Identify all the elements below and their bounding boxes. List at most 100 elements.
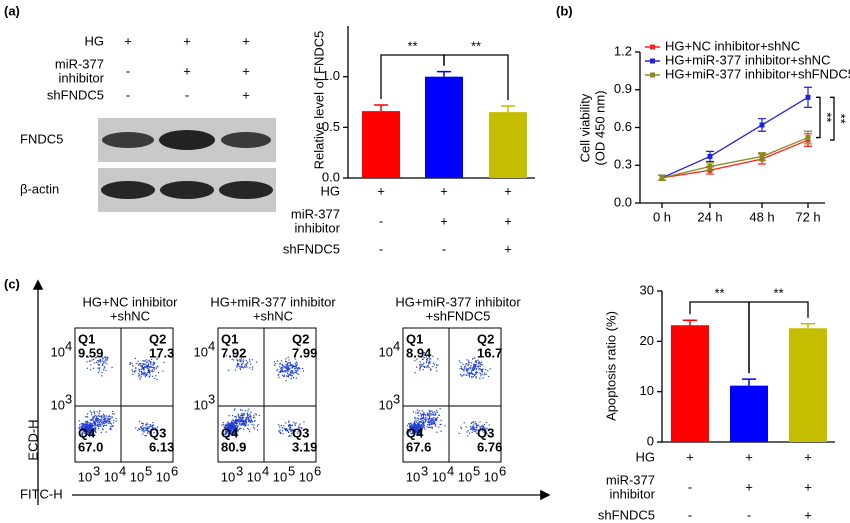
event-dot <box>249 360 251 362</box>
event-dot <box>149 423 152 426</box>
event-dot <box>285 358 287 360</box>
event-dot <box>115 420 117 422</box>
event-dot <box>433 411 436 413</box>
event-dot <box>100 424 102 426</box>
event-dot <box>290 372 292 374</box>
event-dot <box>136 362 138 365</box>
event-dot <box>102 425 104 428</box>
event-dot <box>81 427 83 430</box>
event-dot <box>472 358 474 360</box>
event-dot <box>485 428 487 430</box>
event-dot <box>474 373 476 376</box>
event-dot <box>244 410 246 412</box>
event-dot <box>231 421 233 423</box>
event-dot <box>444 425 446 427</box>
event-dot <box>89 430 91 432</box>
event-dot <box>296 364 298 366</box>
event-dot <box>420 431 423 433</box>
event-dot <box>413 427 415 429</box>
event-dot <box>103 414 105 416</box>
event-dot <box>474 431 477 433</box>
event-dot <box>416 412 419 414</box>
event-dot <box>111 425 114 428</box>
event-dot <box>84 423 87 425</box>
event-dot <box>81 433 84 435</box>
event-dot <box>140 426 142 428</box>
event-dot <box>285 361 288 363</box>
event-dot <box>286 366 288 368</box>
condition-mark: - <box>126 87 130 102</box>
event-dot <box>239 359 241 361</box>
event-dot <box>283 374 285 376</box>
event-dot <box>417 432 420 434</box>
event-dot <box>90 434 92 436</box>
event-dot <box>434 425 437 427</box>
event-dot <box>92 420 95 422</box>
event-dot <box>135 370 137 372</box>
condition-mark: + <box>183 33 191 48</box>
event-dot <box>137 372 140 375</box>
event-dot <box>143 369 145 371</box>
event-dot <box>144 360 146 362</box>
event-dot <box>479 428 481 430</box>
event-dot <box>276 370 278 372</box>
event-dot <box>145 434 147 437</box>
y-tick-exponent: 4 <box>208 338 215 353</box>
event-dot <box>423 352 425 354</box>
event-dot <box>287 376 290 378</box>
event-dot <box>291 375 293 377</box>
event-dot <box>108 418 110 420</box>
event-dot <box>146 426 148 428</box>
event-dot <box>295 364 297 367</box>
event-dot <box>94 357 96 359</box>
event-dot <box>278 424 280 426</box>
event-dot <box>231 414 234 417</box>
event-dot <box>434 421 436 423</box>
event-dot <box>435 413 437 416</box>
event-dot <box>236 364 238 366</box>
event-dot <box>234 433 236 435</box>
event-dot <box>95 361 98 364</box>
legend-marker <box>650 72 655 78</box>
event-dot <box>279 431 281 433</box>
event-dot <box>235 423 238 425</box>
event-dot <box>151 426 154 428</box>
event-dot <box>431 410 433 412</box>
event-dot <box>95 431 97 434</box>
event-dot <box>420 424 422 426</box>
event-dot <box>134 357 136 360</box>
event-dot <box>227 427 229 429</box>
event-dot <box>238 416 240 418</box>
event-dot <box>432 413 434 415</box>
event-dot <box>85 421 87 423</box>
event-dot <box>412 432 414 434</box>
event-dot <box>96 415 98 417</box>
event-dot <box>241 423 243 425</box>
event-dot <box>145 365 147 367</box>
event-dot <box>414 360 416 362</box>
event-dot <box>410 427 412 429</box>
event-dot <box>298 435 301 437</box>
event-dot <box>134 371 136 373</box>
event-dot <box>297 373 299 376</box>
event-dot <box>487 428 489 430</box>
event-dot <box>289 429 291 431</box>
event-dot <box>241 360 243 362</box>
event-dot <box>145 424 147 426</box>
point <box>805 94 811 100</box>
event-dot <box>257 423 259 426</box>
event-dot <box>436 411 438 414</box>
event-dot <box>233 430 235 432</box>
event-dot <box>239 428 241 430</box>
event-dot <box>245 363 247 365</box>
event-dot <box>99 364 101 366</box>
event-dot <box>135 427 137 429</box>
event-dot <box>245 420 247 422</box>
event-dot <box>141 365 144 367</box>
event-dot <box>85 427 87 429</box>
event-dot <box>289 363 291 365</box>
event-dot <box>418 415 420 417</box>
event-dot <box>486 427 488 429</box>
event-dot <box>414 426 417 428</box>
event-dot <box>246 363 248 365</box>
